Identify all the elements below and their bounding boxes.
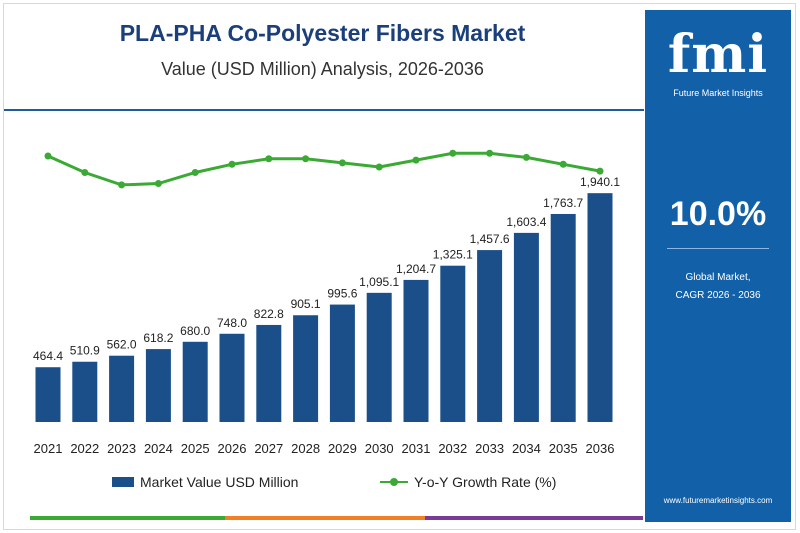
bar-2021 bbox=[35, 367, 61, 422]
line-legend-swatch bbox=[380, 477, 408, 487]
x-tick-label-2033: 2033 bbox=[475, 441, 504, 456]
chart-subtitle: Value (USD Million) Analysis, 2026-2036 bbox=[161, 59, 484, 79]
bar-2024 bbox=[145, 349, 171, 422]
bar-2023 bbox=[109, 355, 135, 422]
x-tick-label-2023: 2023 bbox=[107, 441, 136, 456]
bar-value-label-2034: 1,603.4 bbox=[506, 215, 546, 229]
bottom-accent-green bbox=[30, 516, 225, 520]
bar-value-label-2023: 562.0 bbox=[107, 338, 137, 352]
bar-value-label-2028: 905.1 bbox=[291, 297, 321, 311]
bar-2036 bbox=[587, 193, 613, 422]
x-tick-label-2027: 2027 bbox=[254, 441, 283, 456]
bar-2034 bbox=[513, 232, 539, 422]
x-tick-label-2022: 2022 bbox=[70, 441, 99, 456]
x-tick-label-2036: 2036 bbox=[586, 441, 615, 456]
bottom-accent-orange bbox=[225, 516, 425, 520]
x-tick-label-2034: 2034 bbox=[512, 441, 541, 456]
growth-point-2028 bbox=[302, 155, 310, 163]
bar-legend-swatch bbox=[112, 477, 134, 487]
legend-market-value: Market Value USD Million bbox=[112, 474, 298, 490]
growth-point-2027 bbox=[265, 155, 273, 163]
cagr-divider bbox=[667, 248, 769, 249]
fmi-logo: fmi bbox=[667, 24, 769, 85]
bar-2032 bbox=[440, 265, 466, 422]
bottom-accent-purple bbox=[425, 516, 643, 520]
bar-value-label-2031: 1,204.7 bbox=[396, 262, 436, 276]
x-tick-label-2029: 2029 bbox=[328, 441, 357, 456]
growth-point-2021 bbox=[44, 152, 52, 160]
growth-point-2023 bbox=[118, 181, 126, 189]
bar-2022 bbox=[72, 361, 98, 422]
growth-point-2029 bbox=[338, 159, 346, 167]
growth-point-2031 bbox=[412, 156, 420, 164]
bar-value-label-2035: 1,763.7 bbox=[543, 196, 583, 210]
bar-2030 bbox=[366, 292, 392, 422]
bar-2028 bbox=[293, 315, 319, 422]
bar-2031 bbox=[403, 279, 429, 422]
x-tick-label-2028: 2028 bbox=[291, 441, 320, 456]
bar-value-label-2021: 464.4 bbox=[33, 349, 63, 363]
bar-2025 bbox=[182, 341, 208, 422]
chart-frame bbox=[3, 3, 796, 530]
growth-point-2032 bbox=[449, 149, 457, 157]
x-tick-label-2025: 2025 bbox=[181, 441, 210, 456]
growth-point-2035 bbox=[559, 160, 567, 168]
bar-value-label-2036: 1,940.1 bbox=[580, 175, 620, 189]
bar-value-label-2029: 995.6 bbox=[327, 287, 357, 301]
growth-point-2022 bbox=[81, 169, 89, 176]
logo-subtitle: Future Market Insights bbox=[673, 88, 763, 98]
brand-panel: fmi Future Market Insights 10.0% Global … bbox=[645, 10, 791, 522]
legend-growth-rate: Y-o-Y Growth Rate (%) bbox=[380, 474, 556, 490]
x-tick-label-2030: 2030 bbox=[365, 441, 394, 456]
growth-point-2025 bbox=[191, 169, 199, 176]
legend-bar-label: Market Value USD Million bbox=[140, 474, 299, 490]
bar-2029 bbox=[329, 304, 355, 422]
cagr-value: 10.0% bbox=[669, 195, 767, 233]
cagr-label-market: Global Market, bbox=[685, 272, 751, 283]
x-tick-label-2024: 2024 bbox=[144, 441, 173, 456]
bar-value-label-2027: 822.8 bbox=[254, 307, 284, 321]
growth-point-2024 bbox=[154, 180, 162, 187]
growth-point-2030 bbox=[375, 163, 383, 171]
bar-value-label-2022: 510.9 bbox=[70, 344, 100, 358]
bar-2027 bbox=[256, 324, 282, 422]
x-tick-label-2021: 2021 bbox=[34, 441, 63, 456]
x-tick-label-2032: 2032 bbox=[438, 441, 467, 456]
x-tick-label-2031: 2031 bbox=[402, 441, 431, 456]
bar-2026 bbox=[219, 333, 245, 422]
bar-value-label-2024: 618.2 bbox=[143, 331, 173, 345]
bar-value-label-2026: 748.0 bbox=[217, 316, 247, 330]
x-tick-label-2035: 2035 bbox=[549, 441, 578, 456]
bar-2035 bbox=[550, 213, 576, 422]
cagr-label-period: CAGR 2026 - 2036 bbox=[675, 290, 761, 301]
growth-rate-line bbox=[47, 151, 601, 187]
growth-point-2026 bbox=[228, 160, 236, 168]
bar-value-label-2025: 680.0 bbox=[180, 324, 210, 338]
website-url: www.futuremarketinsights.com bbox=[663, 496, 773, 505]
growth-point-2036 bbox=[596, 167, 604, 175]
bar-value-label-2033: 1,457.6 bbox=[470, 232, 510, 246]
bar-value-label-2030: 1,095.1 bbox=[359, 275, 399, 289]
chart-title: PLA-PHA Co-Polyester Fibers Market bbox=[119, 20, 526, 46]
growth-point-2034 bbox=[522, 153, 530, 161]
legend-line-label: Y-o-Y Growth Rate (%) bbox=[414, 474, 557, 490]
bar-value-label-2032: 1,325.1 bbox=[433, 248, 473, 262]
growth-point-2033 bbox=[486, 149, 494, 157]
chart-area: 464.4 510.9 562.0 618.2 680.0 748.0 822.8 905.1… bbox=[33, 149, 620, 456]
bar-2033 bbox=[477, 250, 503, 422]
x-tick-label-2026: 2026 bbox=[218, 441, 247, 456]
title-divider bbox=[4, 109, 644, 111]
